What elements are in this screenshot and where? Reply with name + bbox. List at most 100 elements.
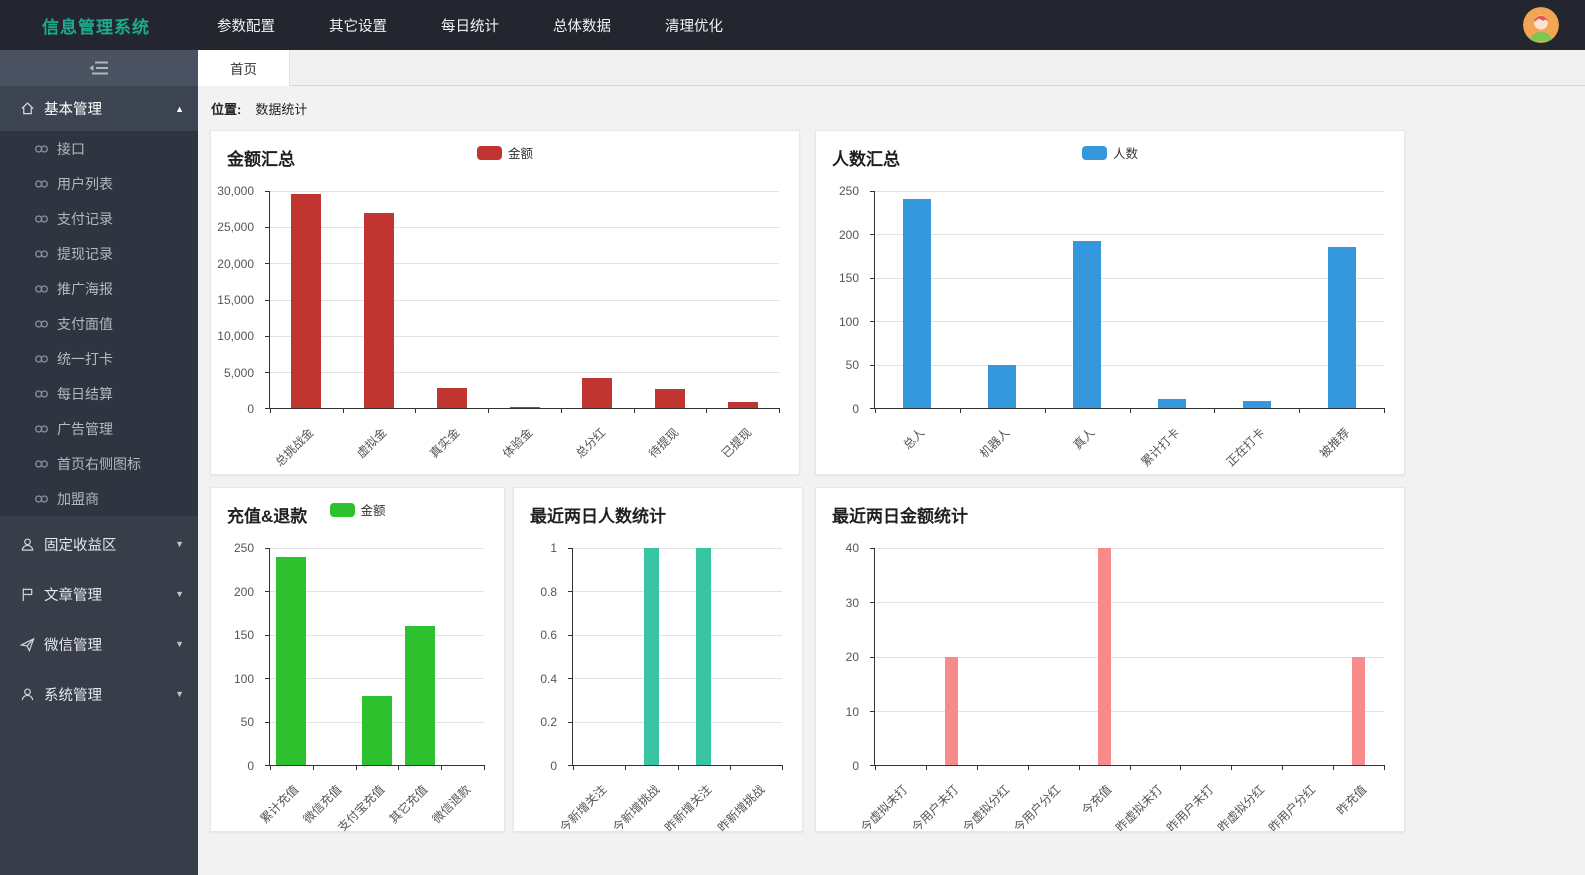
sidebar-group-article-management[interactable]: 文章管理 ▼	[0, 572, 198, 616]
gridline	[270, 678, 484, 680]
x-tick	[1078, 765, 1080, 770]
sidebar-item-api[interactable]: 接口	[0, 131, 198, 166]
sidebar-item-label: 每日结算	[57, 385, 113, 402]
sidebar-item-daily-settlement[interactable]: 每日结算	[0, 376, 198, 411]
y-tick	[265, 634, 270, 636]
sidebar-item-payment-face-value[interactable]: 支付面值	[0, 306, 198, 341]
bar-chart-two-day-people: 0 0.2 0.4 0.6 0.8 1 今新增关注 今新增挑战 昨新增关注 昨新增挑战	[520, 534, 796, 831]
sidebar-item-promo-poster[interactable]: 推广海报	[0, 271, 198, 306]
y-tick-label: 50	[240, 715, 254, 730]
chevron-down-icon: ▼	[175, 589, 184, 599]
x-tick-label: 虚拟金	[354, 425, 390, 461]
send-icon	[20, 637, 35, 652]
link-icon	[34, 178, 49, 190]
sidebar-item-label: 推广海报	[57, 280, 113, 297]
y-tick-label: 100	[838, 314, 859, 329]
sidebar-item-franchisee[interactable]: 加盟商	[0, 481, 198, 516]
bar-真人	[1073, 241, 1102, 408]
sidebar-item-label: 提现记录	[57, 245, 113, 262]
gridline	[875, 710, 1384, 712]
sidebar-item-user-list[interactable]: 用户列表	[0, 166, 198, 201]
bar-其它充值	[404, 626, 435, 765]
sidebar-group-fixed-income[interactable]: 固定收益区 ▼	[0, 522, 198, 566]
gridline	[270, 591, 484, 593]
sidebar-item-unified-checkin[interactable]: 统一打卡	[0, 341, 198, 376]
chart-y-axis: 0 50 100 150 200 250	[217, 541, 263, 773]
sidebar-section-basic-management[interactable]: 基本管理 ▲	[0, 86, 198, 131]
bar-总挑战金	[291, 193, 322, 408]
tab-home[interactable]: 首页	[198, 50, 290, 86]
x-tick-label: 昨充值	[1334, 782, 1370, 818]
legend-label: 金额	[360, 504, 386, 518]
dashboard-cards: 金额汇总 金额 0 5,000 10,000 15,000 20,000 25,000 30…	[198, 130, 1585, 832]
nav-item-overall-data[interactable]: 总体数据	[553, 18, 611, 35]
x-tick	[1027, 765, 1029, 770]
x-tick	[484, 765, 485, 770]
nav-item-params-config[interactable]: 参数配置	[217, 18, 275, 35]
chart-title-people-summary: 人数汇总	[832, 150, 900, 169]
legend-recharge[interactable]: 金额	[329, 500, 386, 519]
sidebar-item-payment-records[interactable]: 支付记录	[0, 201, 198, 236]
gridline	[875, 234, 1384, 236]
nav-item-cleanup-optimize[interactable]: 清理优化	[665, 18, 723, 35]
sidebar-group-system-management[interactable]: 系统管理 ▼	[0, 672, 198, 716]
x-tick-label: 今虚拟分红	[960, 782, 1013, 832]
sidebar-collapse-button[interactable]	[0, 50, 198, 86]
y-tick-label: 25,000	[217, 220, 254, 235]
x-tick	[706, 408, 708, 413]
home-icon	[20, 101, 35, 116]
y-tick	[870, 191, 875, 192]
x-tick	[1180, 765, 1182, 770]
sidebar-item-label: 首页右侧图标	[57, 455, 141, 472]
legend-people[interactable]: 人数	[1081, 143, 1138, 162]
chart-plot-area	[265, 548, 485, 770]
chart-x-labels: 累计充值 微信充值 支付宝充值 其它充值 微信退款	[258, 774, 484, 831]
x-tick-label: 今新增挑战	[609, 782, 663, 832]
x-tick-label: 正在打卡	[1223, 425, 1268, 470]
legend-label: 金额	[507, 147, 534, 161]
nav-item-daily-stats[interactable]: 每日统计	[441, 18, 499, 35]
x-tick-label: 昨新增关注	[662, 782, 715, 832]
user-avatar[interactable]	[1523, 7, 1559, 43]
y-tick	[870, 321, 875, 323]
y-tick-label: 40	[845, 541, 859, 555]
chevron-up-icon: ▲	[175, 103, 184, 114]
x-tick	[976, 765, 978, 770]
chart-y-axis: 0 0.2 0.4 0.6 0.8 1	[520, 541, 566, 773]
gridline	[270, 227, 779, 229]
sidebar-item-withdraw-records[interactable]: 提现记录	[0, 236, 198, 271]
y-tick-label: 200	[838, 227, 859, 242]
x-tick	[875, 765, 876, 770]
bar-机器人	[988, 365, 1017, 408]
y-tick-label: 50	[845, 358, 859, 373]
y-tick	[568, 591, 573, 593]
card-two-day-amount: 最近两日金额统计 0 10 20 30 40 今虚拟未打 今用户未打 今虚拟分红 今用户分红 今充…	[815, 487, 1405, 832]
nav-item-other-settings[interactable]: 其它设置	[329, 18, 387, 35]
y-tick-label: 150	[838, 271, 859, 286]
y-tick	[568, 721, 573, 723]
y-tick	[870, 408, 875, 409]
sidebar-item-label: 支付面值	[57, 315, 113, 332]
breadcrumb: 位置: 数据统计	[198, 86, 1585, 130]
sidebar-item-ad-management[interactable]: 广告管理	[0, 411, 198, 446]
legend-amount[interactable]: 金额	[476, 143, 534, 162]
y-tick	[870, 548, 875, 549]
legend-swatch	[329, 502, 355, 517]
x-tick	[729, 765, 731, 770]
x-tick-label: 其它充值	[386, 782, 431, 827]
legend-swatch	[1081, 145, 1107, 160]
y-tick-label: 0.4	[540, 671, 557, 686]
sidebar-item-home-right-icons[interactable]: 首页右侧图标	[0, 446, 198, 481]
sidebar-group-wechat-management[interactable]: 微信管理 ▼	[0, 622, 198, 666]
y-tick	[265, 721, 270, 723]
gridline	[270, 191, 779, 192]
bar-今充值	[1097, 548, 1111, 765]
x-tick-label: 昨虚拟分红	[1215, 782, 1268, 832]
bar-被推荐	[1327, 246, 1356, 408]
gridline	[875, 656, 1384, 658]
link-icon	[34, 493, 49, 505]
y-tick	[265, 227, 270, 229]
y-tick-label: 150	[233, 628, 254, 643]
x-tick-label: 总分红	[572, 425, 609, 461]
chart-plot-area	[870, 191, 1385, 413]
